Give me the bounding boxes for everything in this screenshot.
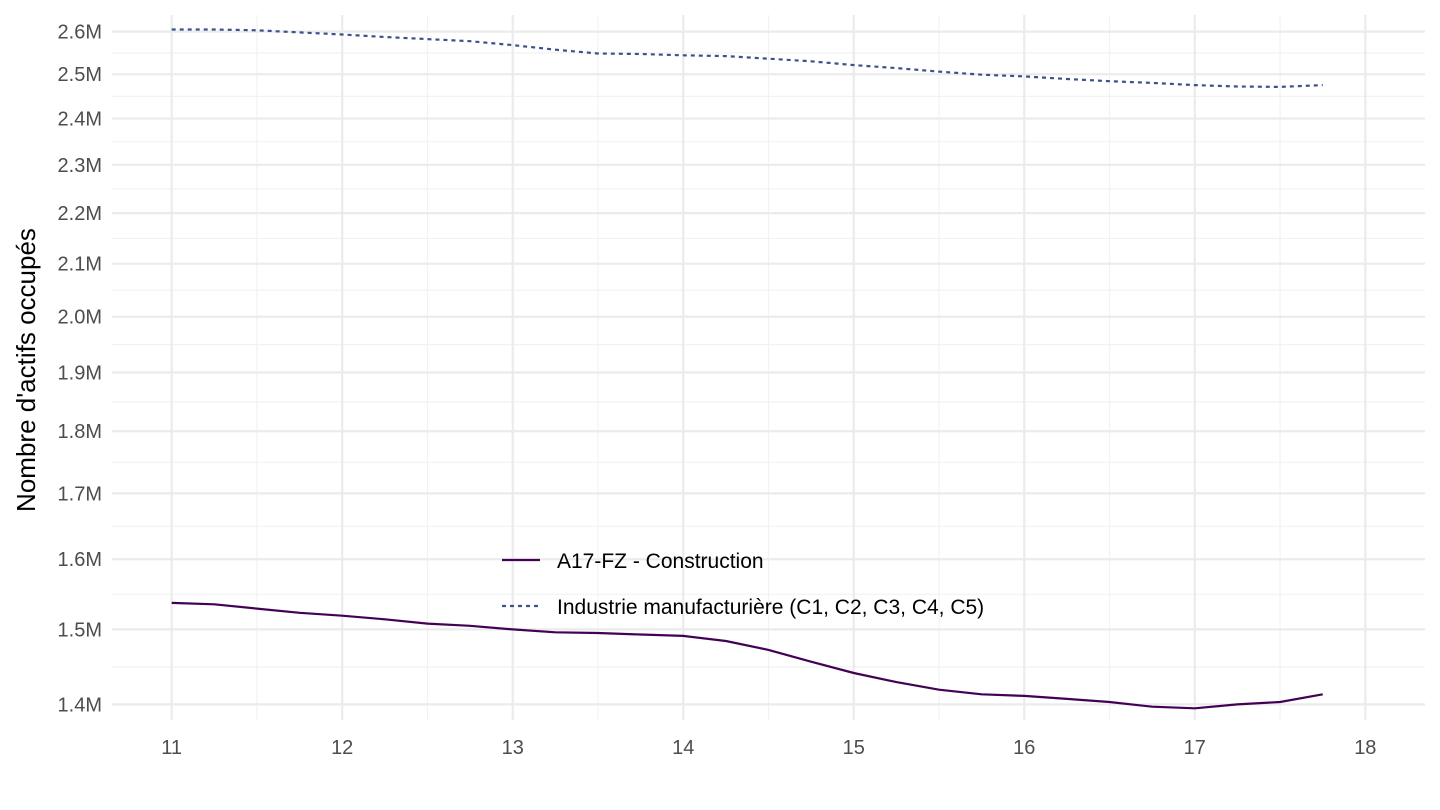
x-tick-label: 12 (331, 737, 353, 759)
y-axis-title: Nombre d'actifs occupés (11, 228, 41, 512)
legend-label-construction: A17-FZ - Construction (557, 550, 764, 573)
y-tick-label: 2.4M (58, 109, 102, 131)
y-tick-label: 2.6M (58, 22, 102, 44)
minor-gridlines (112, 15, 1425, 720)
y-tick-label: 2.2M (58, 203, 102, 225)
y-tick-label: 1.6M (58, 549, 102, 571)
legend-label-industrie: Industrie manufacturière (C1, C2, C3, C4… (557, 596, 984, 619)
series-line-0 (171, 601, 1323, 710)
x-tick-label: 16 (1013, 737, 1035, 759)
y-tick-label: 2.5M (58, 64, 102, 86)
x-axis-tick-labels: 11 12 13 14 15 16 17 18 (161, 737, 1376, 759)
x-tick-label: 17 (1184, 737, 1206, 759)
y-axis-tick-labels: 1.4M 1.5M 1.6M 1.7M 1.8M 1.9M 2.0M 2.1M 2.2M 2.3M… (58, 22, 102, 717)
y-tick-label: 2.0M (58, 307, 102, 329)
major-gridlines (112, 15, 1425, 720)
y-tick-label: 1.8M (58, 421, 102, 443)
legend: A17-FZ - Construction Industrie manufact… (502, 550, 984, 619)
x-tick-label: 13 (502, 737, 524, 759)
y-tick-label: 1.9M (58, 362, 102, 384)
x-tick-label: 11 (161, 737, 182, 759)
y-tick-label: 1.4M (58, 694, 102, 716)
y-tick-label: 2.3M (58, 155, 102, 177)
y-tick-label: 1.7M (58, 483, 102, 505)
x-tick-label: 15 (843, 737, 865, 759)
y-tick-label: 1.5M (58, 619, 102, 641)
series-lines (171, 28, 1323, 710)
x-tick-label: 14 (672, 737, 694, 759)
x-tick-label: 18 (1354, 737, 1376, 759)
series-line-1 (171, 28, 1323, 89)
y-tick-label: 2.1M (58, 254, 102, 276)
